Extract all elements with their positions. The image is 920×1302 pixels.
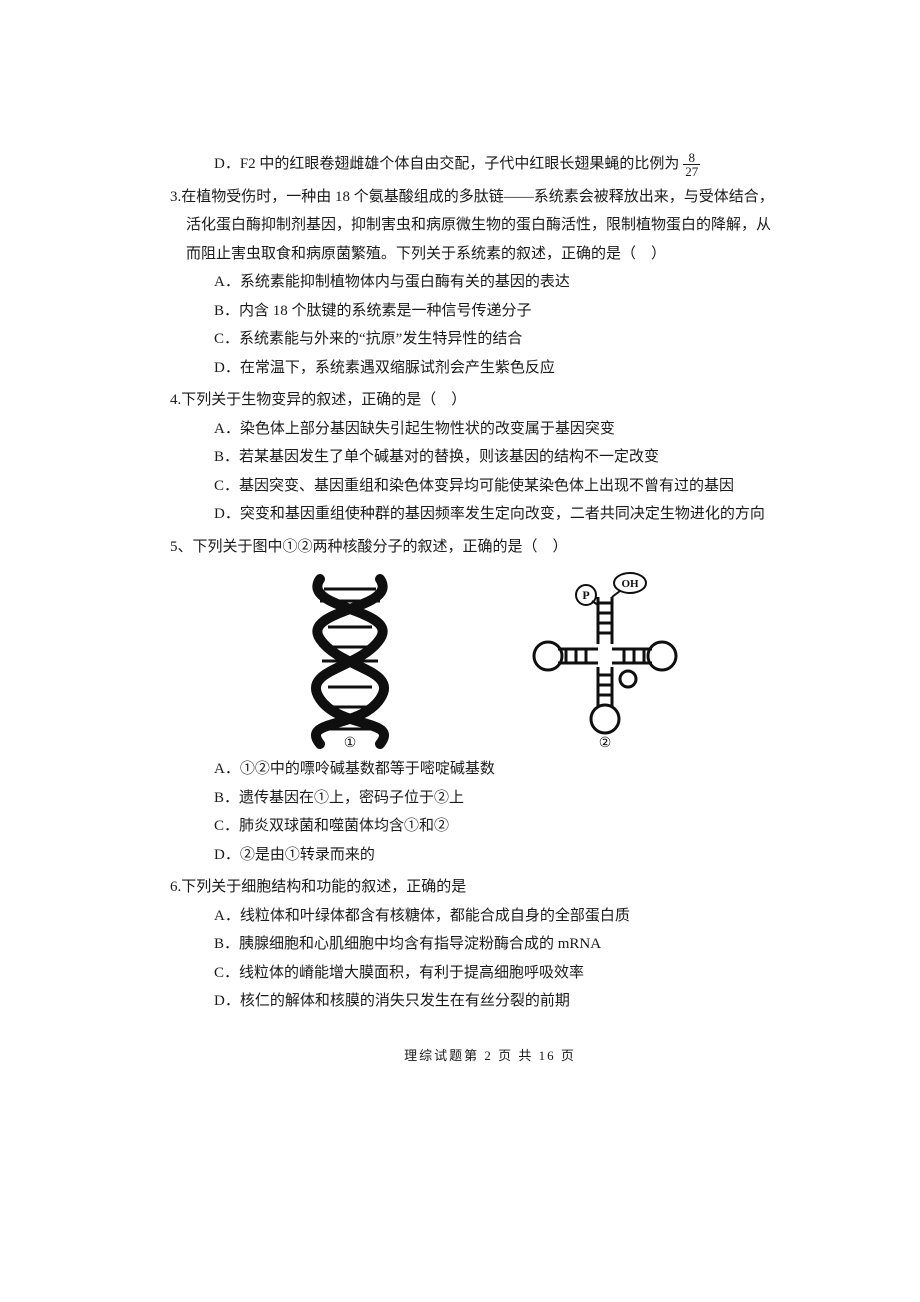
q6-stem: 6.下列关于细胞结构和功能的叙述，正确的是 — [170, 873, 810, 902]
exam-page: D．F2 中的红眼卷翅雌雄个体自由交配，子代中红眼长翅果蝇的比例为 8 27 3… — [0, 0, 920, 1108]
q5-fig2-label: ② — [599, 736, 612, 749]
q2-optD-text: D．F2 中的红眼卷翅雌雄个体自由交配，子代中红眼长翅果蝇的比例为 — [214, 156, 679, 172]
q5-figure-dna: ① — [290, 569, 410, 749]
q5-figure-row: ① — [170, 569, 810, 749]
q3-stem-line3: 而阻止害虫取食和病原菌繁殖。下列关于系统素的叙述，正确的是（ ） — [170, 240, 810, 269]
q3-option-a: A．系统素能抑制植物体内与蛋白酶有关的基因的表达 — [170, 268, 810, 297]
page-footer: 理综试题第 2 页 共 16 页 — [170, 1044, 810, 1069]
q3-option-b: B．内含 18 个肽键的系统素是一种信号传递分子 — [170, 297, 810, 326]
q3-option-c: C．系统素能与外来的“抗原”发生特异性的结合 — [170, 325, 810, 354]
q5-option-b: B．遗传基因在①上，密码子位于②上 — [170, 784, 810, 813]
q4-option-d: D．突变和基因重组使种群的基因频率发生定向改变，二者共同决定生物进化的方向 — [170, 500, 810, 529]
q5-fig2-p-label: P — [582, 588, 589, 602]
q2-frac-den: 27 — [683, 165, 700, 178]
q3-stem-line1: 3.在植物受伤时，一种由 18 个氨基酸组成的多肽链——系统素会被释放出来，与受… — [170, 183, 810, 212]
q6-option-a: A．线粒体和叶绿体都含有核糖体，都能合成自身的全部蛋白质 — [170, 902, 810, 931]
q5-figure-trna: OH P ② — [520, 569, 690, 749]
q5-option-c: C．肺炎双球菌和噬菌体均含①和② — [170, 812, 810, 841]
q4-option-a: A．染色体上部分基因缺失引起生物性状的改变属于基因突变 — [170, 415, 810, 444]
q5-stem: 5、下列关于图中①②两种核酸分子的叙述，正确的是（ ） — [170, 533, 810, 562]
q4-stem: 4.下列关于生物变异的叙述，正确的是（ ） — [170, 386, 810, 415]
q2-fraction: 8 27 — [683, 151, 700, 178]
q4-option-b: B．若某基因发生了单个碱基对的替换，则该基因的结构不一定改变 — [170, 443, 810, 472]
q2-frac-num: 8 — [683, 151, 700, 165]
q5-fig2-oh-label: OH — [621, 578, 639, 590]
q4-option-c: C．基因突变、基因重组和染色体变异均可能使某染色体上出现不曾有过的基因 — [170, 472, 810, 501]
q5-option-a: A．①②中的嘌呤碱基数都等于嘧啶碱基数 — [170, 755, 810, 784]
q2-option-d: D．F2 中的红眼卷翅雌雄个体自由交配，子代中红眼长翅果蝇的比例为 8 27 — [170, 150, 810, 179]
q6-option-c: C．线粒体的嵴能增大膜面积，有利于提高细胞呼吸效率 — [170, 959, 810, 988]
q5-fig1-label: ① — [344, 736, 357, 749]
q3-stem-line2: 活化蛋白酶抑制剂基因，抑制害虫和病原微生物的蛋白酶活性，限制植物蛋白的降解，从 — [170, 211, 810, 240]
q6-option-d: D．核仁的解体和核膜的消失只发生在有丝分裂的前期 — [170, 987, 810, 1016]
q5-option-d: D．②是由①转录而来的 — [170, 841, 810, 870]
q6-option-b: B．胰腺细胞和心肌细胞中均含有指导淀粉酶合成的 mRNA — [170, 930, 810, 959]
q3-option-d: D．在常温下，系统素遇双缩脲试剂会产生紫色反应 — [170, 354, 810, 383]
